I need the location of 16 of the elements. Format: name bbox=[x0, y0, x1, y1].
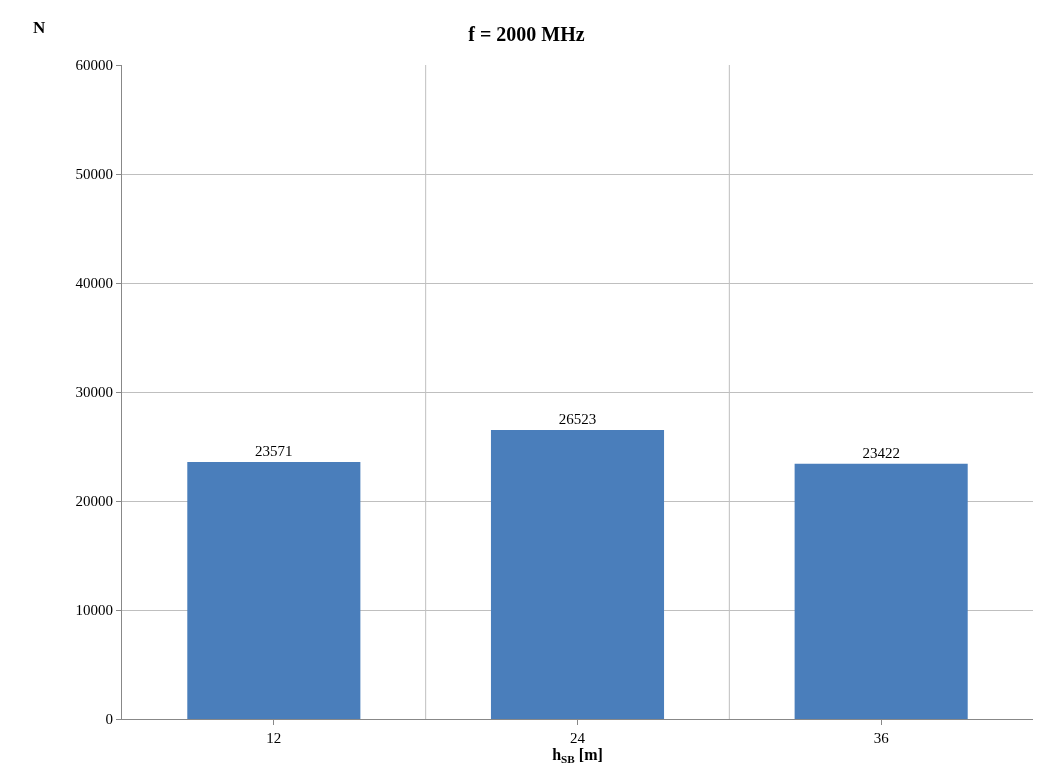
y-tick-label: 20000 bbox=[75, 493, 113, 510]
x-tick-label: 24 bbox=[570, 730, 586, 746]
y-tick-label: 30000 bbox=[75, 384, 113, 401]
x-tick-label: 12 bbox=[266, 730, 282, 746]
y-tick-label: 40000 bbox=[75, 275, 113, 292]
x-axis-title: h$_{SB}$ [m] bbox=[552, 746, 603, 766]
y-tick-label: 50000 bbox=[75, 166, 113, 183]
y-tick-label: 0 bbox=[105, 711, 113, 728]
data-label: 23571 bbox=[255, 443, 293, 460]
y-tick-label: 60000 bbox=[75, 57, 113, 74]
data-label: 23422 bbox=[862, 444, 900, 461]
x-tick-label: 36 bbox=[873, 730, 890, 746]
data-label: 26523 bbox=[558, 410, 597, 427]
chart-title: f = 2000 MHz bbox=[468, 23, 585, 46]
y-tick-label: 10000 bbox=[75, 602, 113, 619]
y-axis-title: N bbox=[33, 18, 46, 37]
